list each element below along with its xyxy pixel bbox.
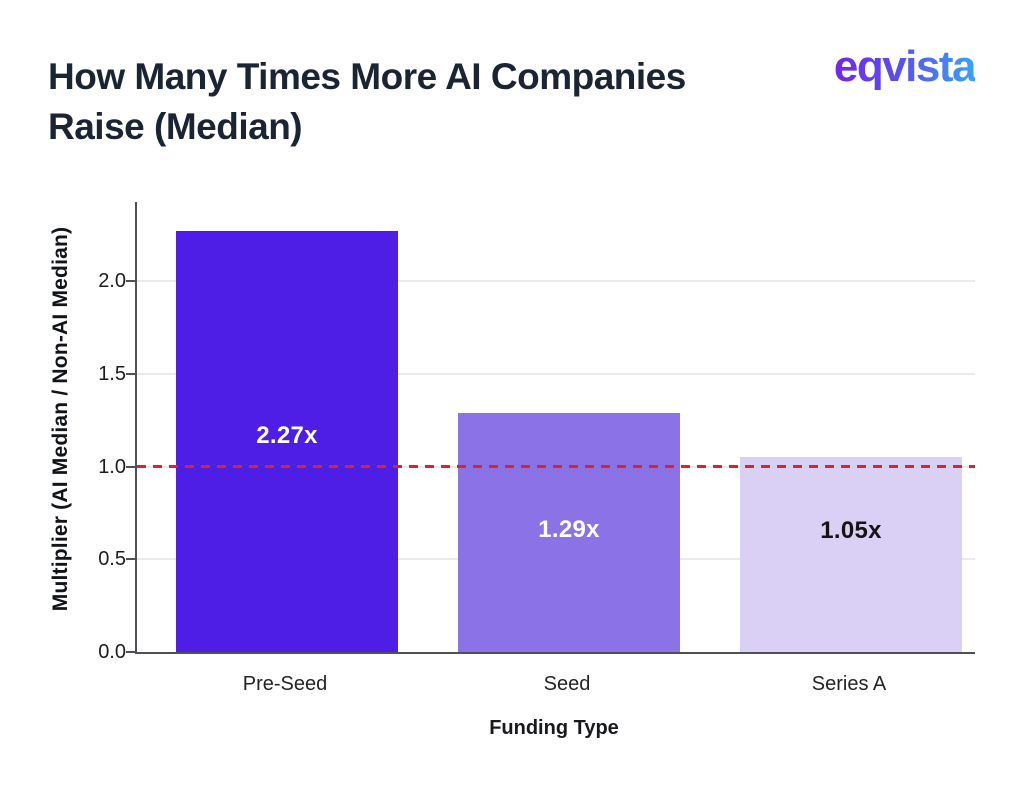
chart-title-line2: Raise (Median) (48, 106, 303, 147)
gridline (137, 372, 975, 375)
x-axis-title: Funding Type (489, 717, 619, 739)
y-tick-mark (126, 558, 135, 561)
bar-value-label: 1.05x (820, 516, 882, 544)
bar-seed: 1.29x (458, 413, 680, 652)
bar-value-label: 1.29x (538, 515, 600, 543)
eqvista-logo: eqvista (833, 42, 977, 91)
y-tick-mark (126, 465, 135, 468)
y-tick-label: 1.5 (98, 362, 126, 385)
y-tick-mark (126, 280, 135, 283)
reference-line (137, 465, 975, 468)
y-tick-mark (126, 651, 135, 653)
bar-value-label: 2.27x (256, 421, 318, 449)
y-tick-mark (126, 372, 135, 375)
y-tick-label: 1.0 (98, 455, 126, 478)
plot-area: 2.27x 1.29x 1.05x (126, 202, 975, 654)
x-tick-label-seed: Seed (543, 673, 591, 695)
chart-title: How Many Times More AI Companies Raise (… (48, 52, 686, 152)
chart-title-line1: How Many Times More AI Companies (48, 56, 686, 97)
x-tick-label-series-a: Series A (811, 673, 887, 695)
bar-pre-seed: 2.27x (176, 231, 398, 652)
y-tick-label: 0.5 (98, 548, 126, 571)
y-tick-label: 0.0 (98, 641, 126, 663)
x-tick-label-pre-seed: Pre-Seed (242, 673, 328, 695)
bar-series-a: 1.05x (740, 457, 962, 652)
gridline (137, 280, 975, 283)
y-tick-label: 2.0 (98, 270, 126, 293)
